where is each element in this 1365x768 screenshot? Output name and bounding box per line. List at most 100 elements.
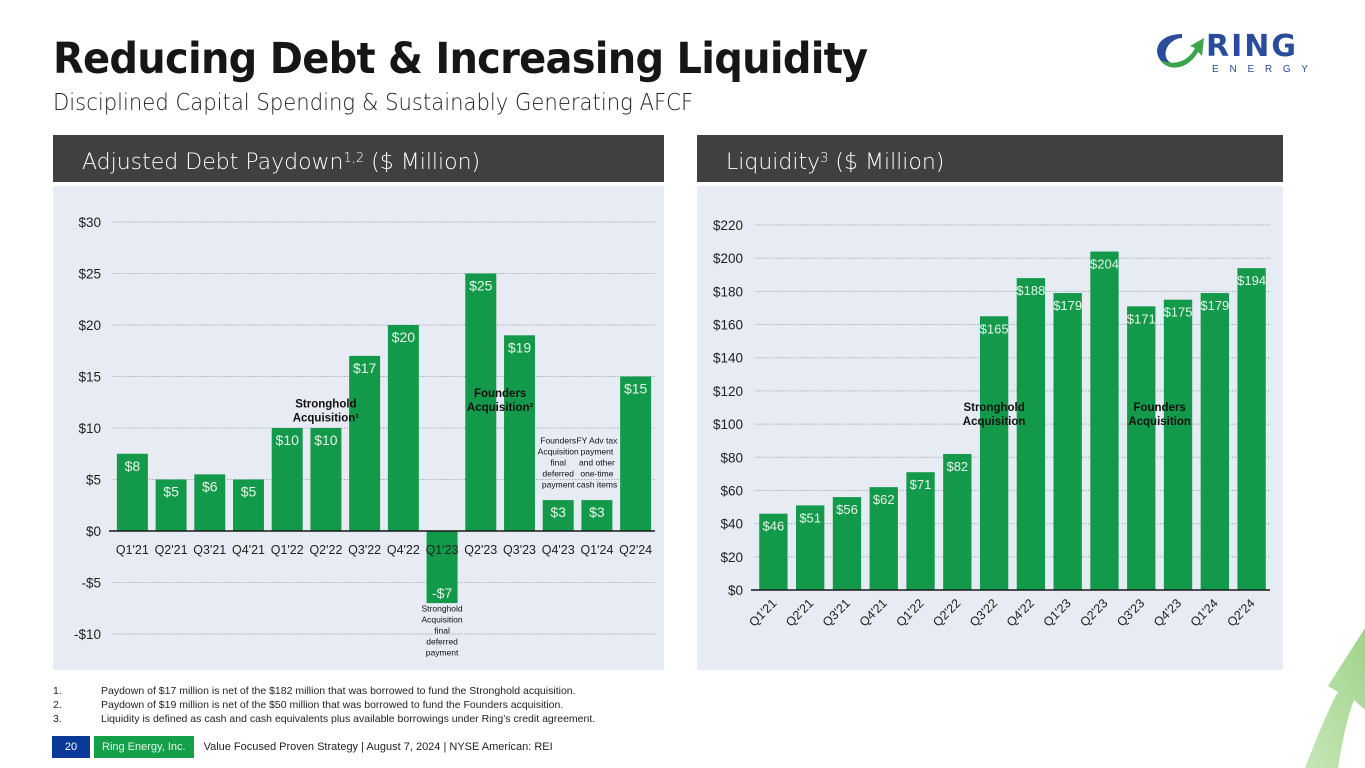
footnote-2: 2. Paydown of $19 million is net of the $… <box>53 699 564 711</box>
x-tick-label: Q1'21 <box>746 596 779 629</box>
annotation: Acquisition <box>422 614 463 624</box>
logo-subword: E N E R G Y <box>1212 64 1312 75</box>
bar-Q2'22 <box>310 428 342 531</box>
liquidity-chart: $220 $200 $180 $160 $140 $120 $100 $80 $60 $40 $20… <box>713 218 1270 629</box>
bar-Q1'22 <box>271 428 303 531</box>
bar-Q1'24 <box>1200 293 1229 590</box>
annotation: payment <box>581 446 614 456</box>
x-tick-label: Q3'22 <box>967 596 1000 629</box>
ring-arrow-icon <box>1157 34 1204 68</box>
y-tick-label: $20 <box>720 550 743 565</box>
x-tick-label: Q2'22 <box>930 596 963 629</box>
data-label: $5 <box>163 484 179 500</box>
data-label: $6 <box>202 478 218 494</box>
bar-Q1'23 <box>426 531 458 604</box>
x-tick-label: Q1'22 <box>893 596 926 629</box>
x-tick-label: Q2'24 <box>619 543 652 557</box>
data-label: $19 <box>508 339 532 355</box>
data-label: $179 <box>1053 298 1082 313</box>
company-name: Ring Energy, Inc. <box>94 736 194 758</box>
debt-paydown-title: Adjusted Debt Paydown <box>82 150 344 175</box>
annotation: payment <box>542 479 575 489</box>
y-tick-label: $5 <box>86 473 101 488</box>
data-label: $46 <box>763 519 785 534</box>
data-label: $188 <box>1016 283 1045 298</box>
bar-Q3'23 <box>504 335 535 531</box>
x-tick-label: Q3'22 <box>348 543 381 557</box>
x-tick-label: Q1'24 <box>580 543 613 557</box>
data-label: $3 <box>550 504 566 520</box>
y-tick-label: $160 <box>713 318 743 333</box>
y-tick-label: $20 <box>78 318 101 333</box>
debt-paydown-panel: $30 $25 $20 $15 $10 $5 $0 -$5 -$10 $8 Q1'21 $5 Q2'21… <box>53 186 664 670</box>
y-tick-label: $40 <box>720 517 743 532</box>
bar-Q4'22 <box>387 325 419 531</box>
x-tick-label: Q1'23 <box>1041 596 1074 629</box>
annotation: final <box>550 457 566 467</box>
annotation: payment <box>426 647 459 657</box>
footer-text: Value Focused Proven Strategy | August 7… <box>203 741 553 753</box>
page-number: 20 <box>52 736 90 758</box>
bar-Q1'21 <box>759 513 788 590</box>
y-tick-label: $140 <box>713 351 743 366</box>
y-tick-label: -$5 <box>81 576 101 591</box>
ring-energy-logo: RING E N E R G Y <box>1157 29 1312 75</box>
debt-paydown-title-suffix: ($ Million) <box>364 150 481 175</box>
data-label: $15 <box>624 381 648 397</box>
annotation: FY Adv tax <box>576 435 618 445</box>
bar-Q1'21 <box>116 453 148 531</box>
data-label: $8 <box>125 458 141 474</box>
annotation: Acquisition² <box>467 402 534 414</box>
x-tick-label: Q3'21 <box>820 596 853 629</box>
data-label: $194 <box>1237 273 1266 288</box>
annotation: Acquisition <box>1128 416 1191 428</box>
y-tick-label: $120 <box>713 384 743 399</box>
liquidity-panel: $220 $200 $180 $160 $140 $120 $100 $80 $60 $40 $20… <box>697 186 1283 670</box>
bar-Q4'21 <box>233 479 264 531</box>
bar-Q3'22 <box>349 355 381 531</box>
y-tick-label: $0 <box>86 524 101 539</box>
x-tick-label: Q4'21 <box>857 596 890 629</box>
y-tick-label: $25 <box>78 267 101 282</box>
bar-Q4'23 <box>1163 299 1193 590</box>
y-tick-label: $30 <box>78 215 101 230</box>
liquidity-title-sup: 3 <box>820 151 829 166</box>
x-tick-label: Q1'22 <box>271 543 304 557</box>
bar-Q4'22 <box>1016 278 1046 590</box>
annotation: Stronghold <box>422 603 463 613</box>
logo-wordmark: RING <box>1206 29 1298 64</box>
y-tick-label: -$10 <box>74 627 101 642</box>
page-title: Reducing Debt & Increasing Liquidity <box>53 34 868 84</box>
x-tick-label: Q1'24 <box>1188 596 1221 629</box>
x-tick-label: Q3'23 <box>1114 596 1147 629</box>
data-label: $17 <box>353 360 377 376</box>
y-tick-label: $220 <box>713 218 743 233</box>
bar-Q2'23 <box>1090 251 1119 590</box>
y-tick-label: $180 <box>713 284 743 299</box>
annotation: Stronghold <box>295 398 356 410</box>
bar-Q3'21 <box>832 497 862 590</box>
bar-Q2'22 <box>943 453 972 590</box>
data-label: $204 <box>1090 257 1119 272</box>
annotation: Acquisition <box>963 416 1026 428</box>
y-tick-label: $100 <box>713 417 743 432</box>
annotation: Acquisition <box>538 446 579 456</box>
data-label: $3 <box>589 504 605 520</box>
data-label: $71 <box>910 477 932 492</box>
bar-Q2'24 <box>1237 268 1266 590</box>
x-tick-label: Q4'23 <box>542 543 575 557</box>
data-label: $20 <box>392 329 416 345</box>
data-label: $51 <box>799 510 821 525</box>
x-tick-label: Q2'21 <box>783 596 816 629</box>
annotation: Founders <box>540 435 576 445</box>
liquidity-header: Liquidity3 ($ Million) <box>697 135 1283 182</box>
bar-Q2'21 <box>155 479 187 531</box>
x-tick-label: Q2'23 <box>1077 596 1110 629</box>
y-tick-label: $60 <box>720 483 743 498</box>
y-tick-label: $200 <box>713 251 743 266</box>
data-label: $56 <box>836 502 858 517</box>
x-tick-label: Q2'22 <box>309 543 342 557</box>
x-tick-label: Q2'21 <box>155 543 188 557</box>
data-label: $171 <box>1127 311 1156 326</box>
x-tick-label: Q3'23 <box>503 543 536 557</box>
